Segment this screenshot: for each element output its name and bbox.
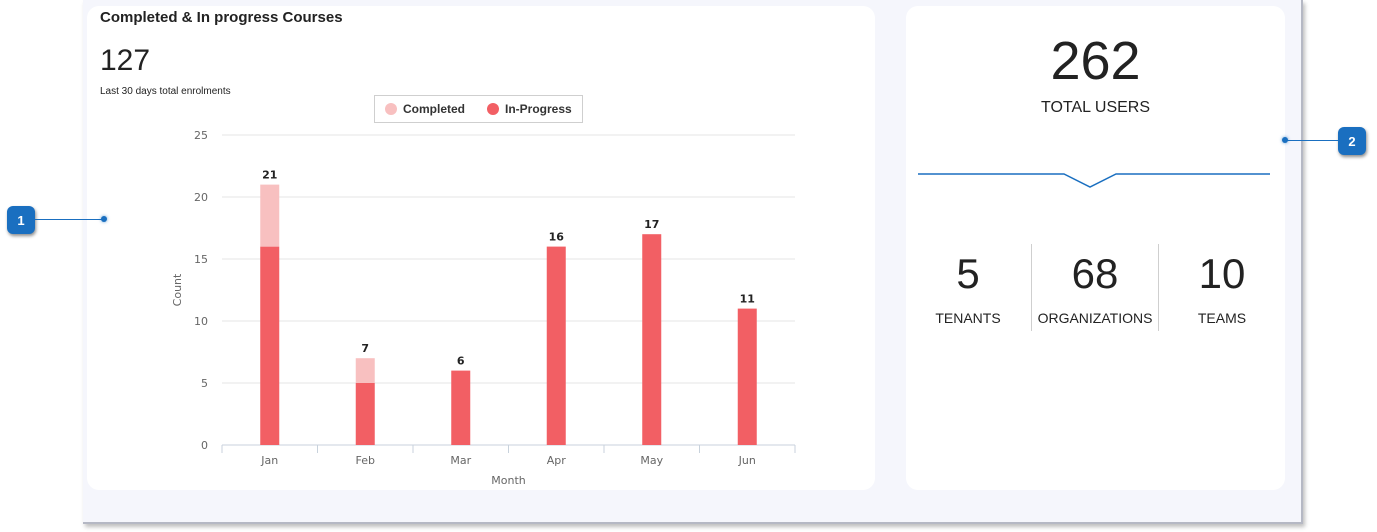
stat-tenants: 5 TENANTS bbox=[918, 250, 1018, 327]
legend-label-completed: Completed bbox=[403, 102, 466, 116]
bar-in-progress bbox=[737, 308, 757, 445]
bar-in-progress bbox=[451, 370, 471, 445]
bar-in-progress bbox=[260, 246, 280, 445]
total-users-value: 262 bbox=[1050, 31, 1141, 91]
x-tick-label: Jan bbox=[260, 454, 278, 467]
stat-separator bbox=[1158, 244, 1159, 331]
teams-label: TEAMS bbox=[1197, 310, 1247, 326]
y-tick-label: 25 bbox=[194, 129, 208, 142]
y-axis-title: Count bbox=[171, 273, 184, 306]
callout-dot-1 bbox=[101, 216, 107, 222]
card-title: Completed & In progress Courses bbox=[100, 9, 343, 26]
users-card bbox=[906, 6, 1285, 490]
total-enrolments: 127 bbox=[100, 44, 151, 77]
callout-line-1 bbox=[35, 219, 103, 220]
y-tick-label: 0 bbox=[201, 439, 208, 452]
bar-in-progress bbox=[546, 246, 566, 445]
y-tick-label: 20 bbox=[194, 191, 208, 204]
bar-in-progress bbox=[355, 383, 375, 445]
stat-teams: 10 TEAMS bbox=[1172, 250, 1272, 327]
x-tick-label: Mar bbox=[450, 454, 471, 467]
bar-completed bbox=[260, 184, 280, 247]
stat-organizations: 68 ORGANIZATIONS bbox=[1033, 250, 1157, 327]
organizations-value: 68 bbox=[1071, 250, 1119, 297]
enrolments-bar-chart: 0 5 10 15 20 25 21 Jan 7 Feb 6 Mar 16 Apr 17 May 11 Jun Mo… bbox=[171, 129, 796, 487]
x-tick-label: Apr bbox=[547, 454, 567, 467]
total-users-label: TOTAL USERS bbox=[1040, 99, 1151, 116]
card-subtitle: Last 30 days total enrolments bbox=[100, 86, 231, 97]
callout-dot-2 bbox=[1282, 137, 1288, 143]
x-axis-title: Month bbox=[491, 474, 526, 487]
x-tick-label: Jun bbox=[738, 454, 756, 467]
callout-badge-2: 2 bbox=[1338, 127, 1366, 155]
data-label: 17 bbox=[644, 218, 659, 231]
legend-item-completed[interactable]: Completed bbox=[385, 102, 465, 116]
y-tick-label: 5 bbox=[201, 377, 208, 390]
bar-in-progress bbox=[642, 234, 662, 445]
callout-badge-1: 1 bbox=[7, 206, 35, 234]
section-divider bbox=[918, 173, 1270, 188]
data-label: 7 bbox=[361, 342, 369, 355]
x-tick-label: May bbox=[640, 454, 663, 467]
data-label: 11 bbox=[740, 293, 755, 306]
tenants-value: 5 bbox=[956, 250, 980, 297]
legend-dot-completed bbox=[385, 103, 397, 115]
data-label: 21 bbox=[262, 169, 277, 182]
legend-item-in-progress[interactable]: In-Progress bbox=[487, 102, 572, 116]
organizations-label: ORGANIZATIONS bbox=[1037, 310, 1153, 326]
teams-value: 10 bbox=[1198, 250, 1246, 297]
x-tick-label: Feb bbox=[356, 454, 375, 467]
legend-dot-in-progress bbox=[487, 103, 500, 115]
tenants-label: TENANTS bbox=[935, 310, 1001, 326]
y-tick-label: 10 bbox=[194, 315, 208, 328]
data-label: 6 bbox=[457, 355, 465, 368]
data-label: 16 bbox=[549, 231, 565, 244]
callout-line-2 bbox=[1286, 140, 1338, 141]
legend-label-in-progress: In-Progress bbox=[505, 102, 572, 116]
chart-legend: Completed In-Progress bbox=[374, 95, 583, 123]
y-tick-label: 15 bbox=[194, 253, 208, 266]
bar-completed bbox=[355, 358, 375, 383]
stat-separator bbox=[1031, 244, 1032, 331]
